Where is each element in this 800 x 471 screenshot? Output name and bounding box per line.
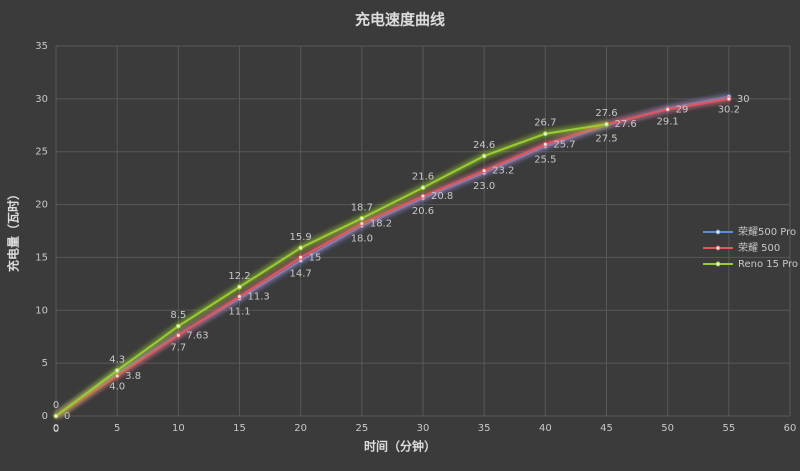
y-axis-title: 充电量（瓦时）	[6, 188, 21, 272]
data-label: 29	[676, 104, 689, 115]
data-label: 3.8	[125, 371, 141, 382]
data-point	[114, 373, 120, 379]
data-point	[359, 215, 365, 221]
x-tick-label: 0	[53, 423, 59, 434]
x-tick-label: 30	[417, 423, 430, 434]
data-point	[726, 96, 732, 102]
data-label: 23.0	[473, 181, 495, 192]
data-label: 27.5	[595, 133, 617, 144]
x-tick-label: 20	[294, 423, 307, 434]
legend-label: Reno 15 Pro	[738, 259, 798, 270]
x-tick-label: 10	[172, 423, 185, 434]
data-label: 15.9	[290, 232, 312, 243]
data-label: 0	[64, 411, 70, 422]
x-tick-label: 35	[478, 423, 491, 434]
series-line	[55, 123, 607, 417]
x-tick-label: 50	[661, 423, 674, 434]
y-tick-label: 20	[35, 200, 48, 211]
data-point	[481, 168, 487, 174]
chart-title: 充电速度曲线	[355, 11, 445, 29]
data-label: 7.63	[186, 330, 208, 341]
x-tick-label: 40	[539, 423, 552, 434]
data-point	[237, 294, 242, 300]
data-label: 25.7	[553, 139, 575, 150]
data-label: 30.2	[718, 105, 740, 116]
data-point	[114, 368, 120, 374]
data-point	[359, 221, 365, 227]
data-point	[175, 323, 181, 329]
data-label: 15	[309, 252, 322, 263]
data-point	[420, 185, 426, 191]
x-tick-label: 25	[355, 423, 368, 434]
data-point	[298, 245, 304, 251]
y-tick-label: 15	[35, 252, 48, 263]
data-point	[175, 332, 181, 338]
data-point	[542, 141, 548, 147]
data-label: 4.3	[109, 355, 125, 366]
series-line	[55, 97, 730, 417]
data-label: 25.5	[534, 154, 556, 165]
legend-marker	[715, 229, 721, 235]
data-label: 20.6	[412, 206, 434, 217]
x-tick-label: 5	[114, 423, 120, 434]
data-point	[604, 121, 609, 127]
data-label: 29.1	[657, 116, 679, 127]
data-point	[298, 254, 304, 260]
data-label: 7.7	[170, 343, 186, 354]
data-label: 8.5	[170, 310, 186, 321]
y-tick-label: 25	[35, 147, 48, 158]
data-label: 14.7	[290, 269, 312, 280]
data-label: 12.2	[228, 271, 250, 282]
data-point	[665, 106, 671, 112]
x-tick-label: 60	[784, 423, 797, 434]
x-tick-label: 55	[722, 423, 735, 434]
data-point	[237, 284, 242, 290]
y-tick-label: 0	[42, 411, 48, 422]
data-label: 18.0	[351, 234, 373, 245]
data-label: 0	[53, 400, 59, 411]
legend-marker	[715, 261, 721, 267]
data-label: 11.1	[228, 307, 250, 318]
y-tick-label: 5	[42, 358, 48, 369]
data-label: 30	[737, 94, 750, 105]
x-tick-label: 15	[233, 423, 246, 434]
data-label: 18.7	[351, 202, 373, 213]
x-tick-label: 45	[600, 423, 613, 434]
y-tick-label: 30	[35, 94, 48, 105]
y-tick-label: 10	[35, 305, 48, 316]
data-label: 27.6	[595, 108, 617, 119]
data-label: 4.0	[109, 382, 125, 393]
data-label: 26.7	[534, 118, 556, 129]
data-label: 21.6	[412, 172, 434, 183]
data-label: 11.3	[248, 292, 270, 303]
data-point	[542, 131, 548, 137]
data-label: 0	[53, 424, 59, 435]
data-label: 27.6	[615, 119, 637, 130]
data-label: 23.2	[492, 166, 514, 177]
data-point	[481, 153, 487, 159]
data-point	[53, 413, 59, 419]
data-label: 20.8	[431, 191, 453, 202]
legend-label: 荣耀 500	[738, 242, 780, 254]
legend-label: 荣耀500 Pro	[738, 226, 796, 238]
data-point	[420, 193, 426, 199]
y-tick-label: 35	[35, 41, 48, 52]
x-axis-title: 时间（分钟）	[364, 439, 436, 454]
data-label: 24.6	[473, 140, 495, 151]
data-label: 18.2	[370, 219, 392, 230]
legend-marker	[715, 245, 721, 251]
